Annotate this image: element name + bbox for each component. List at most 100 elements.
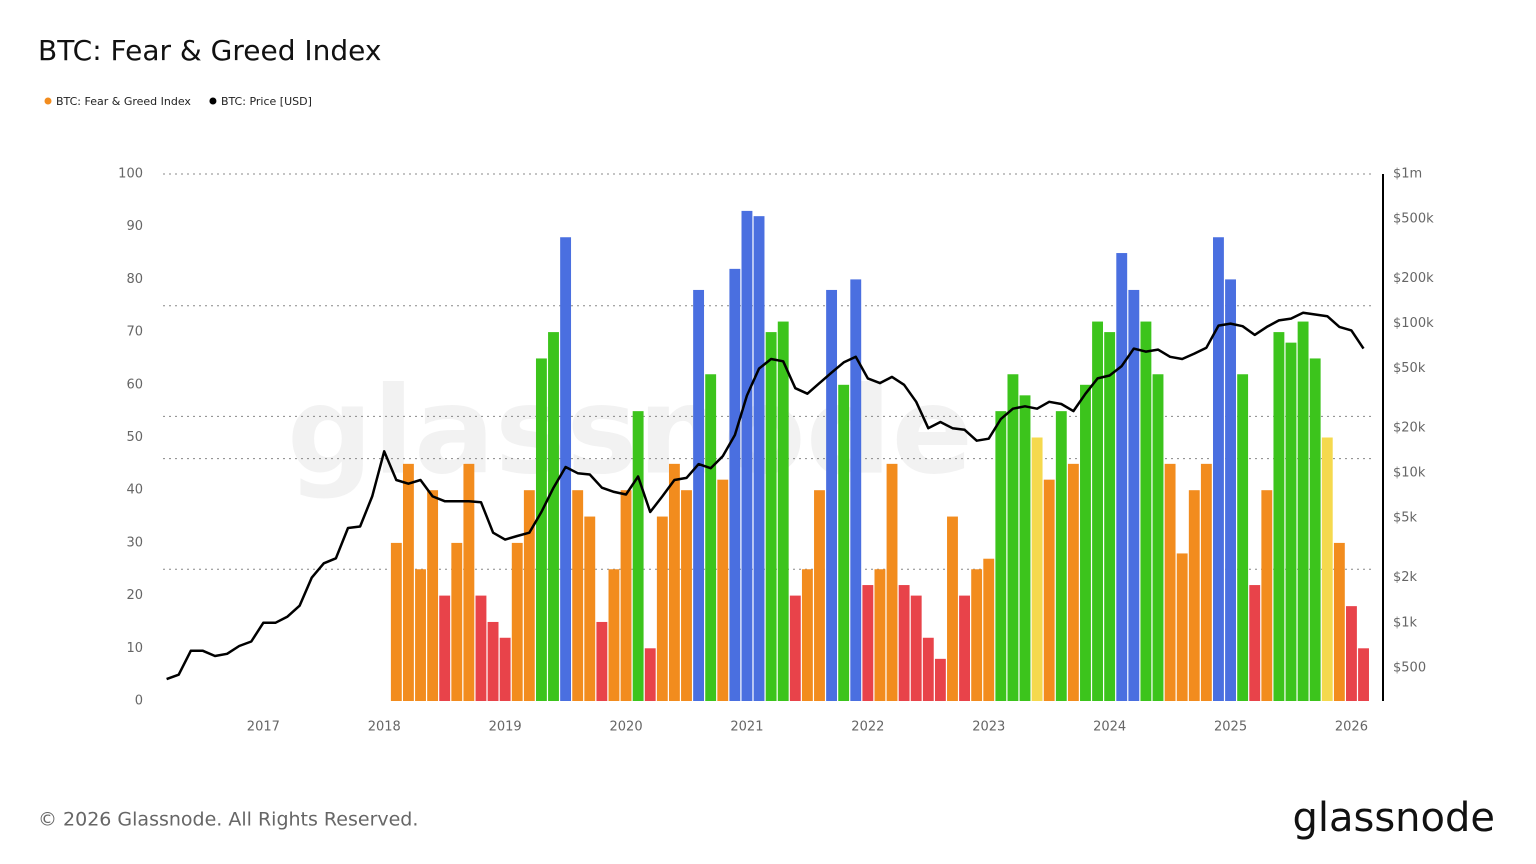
fear-greed-bar: [717, 479, 729, 701]
fear-greed-bar: [814, 490, 825, 701]
y2-tick-label: $500k: [1393, 212, 1434, 227]
fear-greed-bar: [596, 621, 608, 701]
fear-greed-bar: [1333, 542, 1345, 701]
fear-greed-bar: [1261, 490, 1273, 701]
fear-greed-bar: [922, 637, 934, 701]
fear-greed-bar: [1176, 553, 1188, 701]
fear-greed-bar: [523, 490, 535, 701]
fear-greed-bar: [1092, 321, 1103, 701]
y-tick-label: 70: [126, 325, 143, 340]
fear-greed-bar: [1273, 332, 1285, 701]
watermark: glassnode: [287, 363, 973, 502]
y-tick-label: 10: [126, 641, 143, 656]
fear-greed-bar: [1358, 648, 1369, 701]
y-tick-label: 80: [126, 272, 143, 287]
fear-greed-bar: [801, 569, 813, 701]
x-tick-label: 2025: [1214, 720, 1247, 735]
fear-greed-bar: [1080, 384, 1091, 701]
fear-greed-bar: [1152, 374, 1164, 701]
y2-tick-label: $2k: [1393, 570, 1418, 585]
fear-greed-bar: [475, 595, 487, 701]
fear-greed-bar: [1043, 479, 1055, 701]
legend-label: BTC: Fear & Greed Index: [56, 95, 191, 108]
y-tick-label: 30: [126, 535, 143, 550]
fear-greed-bar: [668, 463, 680, 701]
fear-greed-bar: [777, 321, 789, 701]
y2-tick-label: $500: [1393, 660, 1426, 675]
fear-greed-bar: [862, 585, 874, 701]
y-tick-label: 50: [126, 430, 143, 445]
fear-greed-bar: [910, 595, 922, 701]
fear-greed-bar: [632, 411, 644, 701]
fear-greed-bar: [1200, 463, 1212, 701]
fear-greed-bar: [1225, 279, 1236, 701]
footer: © 2026 Glassnode. All Rights Reserved.: [38, 809, 418, 831]
y2-tick-label: $10k: [1393, 466, 1426, 481]
legend-marker: [44, 97, 52, 105]
fear-greed-bar: [971, 569, 983, 701]
fear-greed-bar: [463, 463, 475, 701]
fear-greed-bar: [681, 490, 692, 701]
fear-greed-bar: [705, 374, 717, 701]
x-tick-label: 2026: [1335, 720, 1368, 735]
fear-greed-bar: [1067, 463, 1079, 701]
x-tick-label: 2021: [730, 720, 763, 735]
x-tick-label: 2020: [610, 720, 643, 735]
y-tick-label: 60: [126, 377, 143, 392]
fear-greed-bar: [1237, 374, 1249, 701]
x-tick-label: 2024: [1093, 720, 1126, 735]
fear-greed-bar: [826, 289, 838, 701]
fear-greed-bar: [1019, 395, 1031, 701]
fear-greed-bar: [947, 516, 958, 701]
y-tick-label: 0: [135, 694, 143, 709]
x-tick-label: 2022: [851, 720, 884, 735]
y2-tick-label: $200k: [1393, 271, 1434, 286]
fear-greed-bar: [850, 279, 862, 701]
fear-greed-bar: [548, 332, 559, 701]
fear-greed-bar: [1213, 237, 1224, 702]
fear-greed-bar: [1188, 490, 1200, 701]
fear-greed-bar: [390, 542, 402, 701]
fear-greed-bar: [656, 516, 668, 701]
fear-greed-bar: [439, 595, 451, 701]
fear-greed-bar: [995, 411, 1007, 701]
x-tick-label: 2017: [247, 720, 280, 735]
fear-greed-bar: [934, 658, 946, 701]
x-tick-label: 2019: [489, 720, 522, 735]
fear-greed-bar: [1140, 321, 1152, 701]
fear-greed-bar: [765, 332, 777, 701]
fear-greed-bar: [535, 358, 547, 701]
fear-greed-bar: [1249, 585, 1261, 701]
fear-greed-bar: [1285, 342, 1297, 701]
y-tick-label: 40: [126, 483, 143, 498]
fear-greed-bar: [402, 463, 414, 701]
y-tick-label: 100: [118, 167, 143, 182]
fear-greed-bar: [415, 569, 426, 701]
fear-greed-bar: [1346, 606, 1357, 701]
fear-greed-bar: [1116, 253, 1128, 702]
legend-marker: [209, 97, 217, 105]
fear-greed-bar: [693, 289, 705, 701]
legend-label: BTC: Price [USD]: [221, 95, 312, 108]
fear-greed-bar: [1164, 463, 1176, 701]
y-tick-label: 20: [126, 588, 143, 603]
y2-tick-label: $50k: [1393, 361, 1426, 376]
fear-greed-bar: [1007, 374, 1019, 701]
fear-greed-bar: [838, 384, 850, 701]
fear-greed-bar: [741, 210, 753, 701]
y-tick-label: 90: [126, 219, 143, 234]
fear-greed-bar: [427, 490, 439, 701]
y2-tick-label: $1m: [1393, 167, 1422, 182]
fear-greed-bar: [898, 585, 910, 701]
fear-greed-bar: [511, 542, 523, 701]
y2-tick-label: $20k: [1393, 421, 1426, 436]
y2-tick-label: $1k: [1393, 615, 1418, 630]
fear-greed-bar: [644, 648, 656, 701]
price-line: [166, 311, 1365, 681]
fear-greed-bar: [886, 463, 898, 701]
fear-greed-bar: [1297, 321, 1309, 701]
x-tick-label: 2023: [972, 720, 1005, 735]
fear-greed-bar: [584, 516, 596, 701]
fear-greed-bar: [959, 595, 971, 701]
